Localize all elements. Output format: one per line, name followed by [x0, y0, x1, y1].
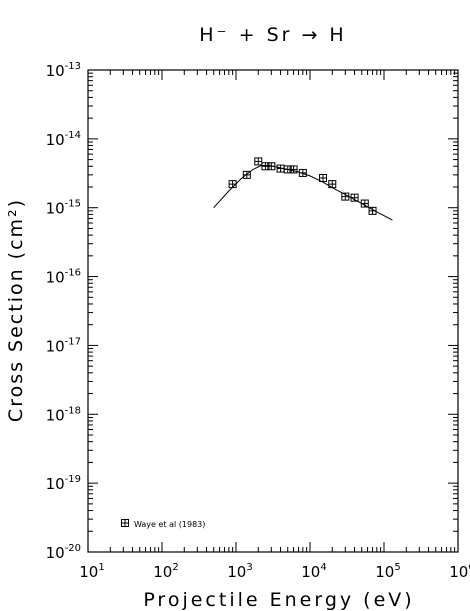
axis-ticks: [87, 69, 459, 553]
y-tick-label: 10-16: [46, 268, 81, 287]
data-point: [228, 180, 237, 189]
y-tick-labels: 10-13 10-14 10-15 10-16 10-17 10-18 10-19 10-20: [46, 61, 81, 562]
legend-marker-symbol: [121, 519, 129, 527]
data-point: [242, 170, 251, 179]
data-point: [319, 174, 328, 183]
y-tick-label: 10-17: [46, 336, 81, 355]
x-tick-label: 106: [449, 562, 470, 581]
data-point: [368, 206, 377, 215]
x-tick-labels: 101 102 103 104 105 106: [79, 562, 470, 581]
y-tick-label: 10-15: [46, 199, 81, 218]
x-tick-label: 103: [227, 562, 252, 581]
x-tick-label: 102: [153, 562, 178, 581]
data-point: [350, 193, 359, 202]
x-tick-label: 104: [301, 562, 326, 581]
plot-frame: [87, 69, 459, 553]
data-point: [254, 157, 263, 166]
legend-label: Waye et al (1983): [134, 520, 205, 529]
y-tick-label: 10-20: [46, 543, 81, 562]
data-point: [328, 180, 337, 189]
legend-marker: [121, 519, 129, 527]
legend: Waye et al (1983): [121, 519, 205, 529]
y-tick-label: 10-13: [46, 61, 81, 80]
data-point: [341, 192, 350, 201]
y-tick-label: 10-14: [46, 130, 81, 149]
x-tick-label: 105: [375, 562, 400, 581]
data-point: [360, 199, 369, 208]
y-tick-label: 10-18: [46, 405, 81, 424]
data-point: [298, 168, 307, 177]
data-point: [267, 162, 276, 171]
points-layer: [228, 157, 377, 215]
chart-title: H⁻ + Sr → H: [199, 24, 346, 46]
y-tick-label: 10-19: [46, 474, 81, 493]
data-point: [289, 165, 298, 174]
x-axis-label: Projectile Energy (eV): [143, 589, 414, 611]
data-point: [276, 164, 285, 173]
y-axis-label: Cross Section (cm²): [5, 198, 27, 422]
x-tick-label: 101: [79, 562, 104, 581]
